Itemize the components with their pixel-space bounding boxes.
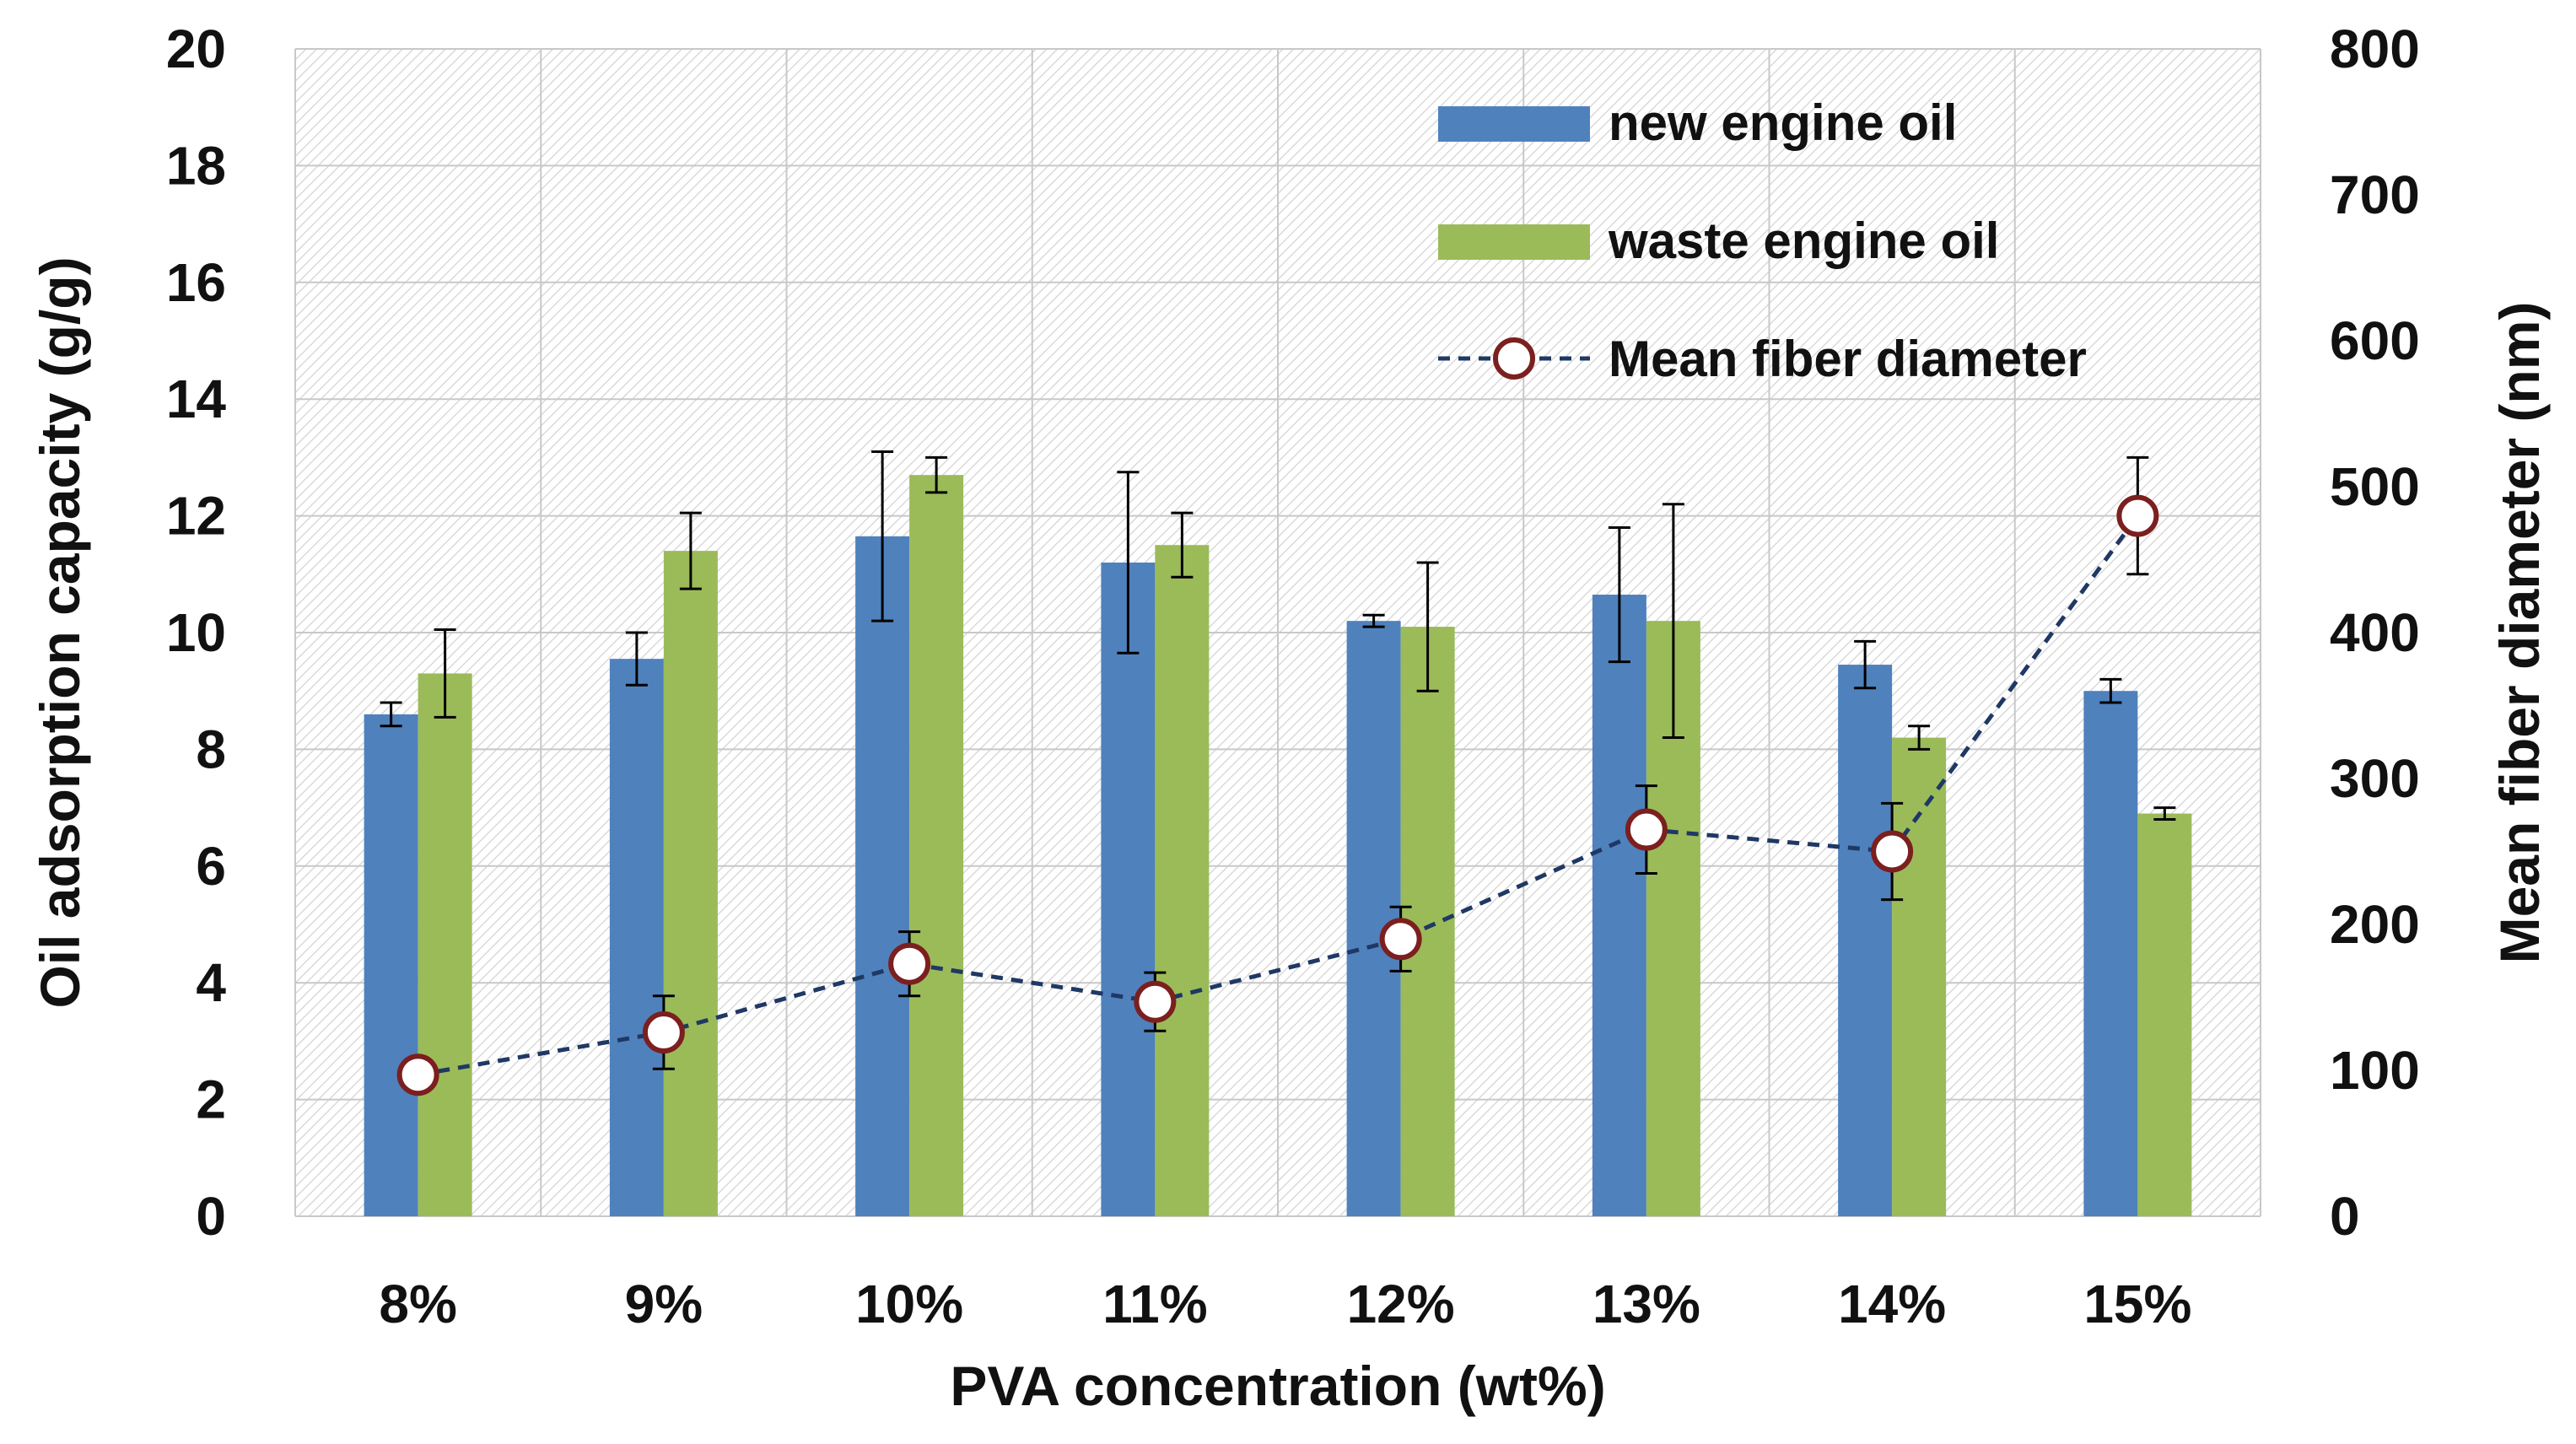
y-tick-label: 14	[166, 369, 227, 429]
bar-new-engine-oil-9%	[609, 659, 664, 1216]
x-tick-label: 8%	[379, 1274, 457, 1334]
legend-label-mean-fiber-diameter: Mean fiber diameter	[1609, 331, 2087, 387]
bar-waste-engine-oil-9%	[663, 551, 718, 1216]
bar-waste-engine-oil-15%	[2137, 813, 2192, 1216]
y-tick-label: 4	[196, 952, 226, 1013]
bar-new-engine-oil-15%	[2083, 691, 2138, 1216]
y2-tick-label: 700	[2330, 164, 2420, 225]
bar-waste-engine-oil-14%	[1892, 737, 1947, 1216]
bar-new-engine-oil-10%	[855, 536, 910, 1216]
fiber-diameter-polyline	[418, 515, 2140, 1077]
y-tick-label: 10	[166, 602, 226, 663]
y-tick-label: 0	[196, 1186, 226, 1247]
y-axis-title: Oil adsorption capacity (g/g)	[29, 256, 91, 1008]
bar-waste-engine-oil-8%	[418, 673, 472, 1216]
y-tick-label: 16	[166, 252, 226, 313]
fiber-diameter-point-8%	[396, 1053, 439, 1096]
legend-label-waste-engine-oil: waste engine oil	[1608, 213, 1999, 269]
bar-new-engine-oil-14%	[1838, 665, 1893, 1216]
legend-swatch-new-engine-oil	[1438, 106, 1590, 142]
y2-tick-label: 500	[2330, 456, 2420, 517]
y2-tick-label: 0	[2330, 1186, 2360, 1247]
x-tick-label: 11%	[1102, 1274, 1208, 1334]
x-tick-label: 12%	[1347, 1274, 1455, 1334]
bar-waste-engine-oil-10%	[909, 475, 964, 1216]
fiber-diameter-point-15%	[2116, 494, 2159, 537]
y-tick-label: 8	[196, 719, 226, 779]
fiber-diameter-point-11%	[1134, 980, 1177, 1023]
x-tick-label: 9%	[625, 1274, 703, 1334]
y2-axis-title: Mean fiber diameter (nm)	[2488, 302, 2551, 964]
y2-tick-label: 300	[2330, 748, 2420, 809]
bar-new-engine-oil-8%	[364, 714, 418, 1216]
x-tick-label: 14%	[1838, 1274, 1946, 1334]
x-tick-label: 13%	[1592, 1274, 1700, 1334]
bar-new-engine-oil-11%	[1101, 562, 1156, 1216]
fiber-diameter-point-14%	[1871, 830, 1914, 873]
fiber-diameter-point-13%	[1625, 808, 1668, 851]
bar-waste-engine-oil-11%	[1155, 545, 1210, 1216]
bars	[364, 450, 2192, 1216]
bar-new-engine-oil-12%	[1346, 621, 1401, 1216]
bar-new-engine-oil-13%	[1592, 595, 1646, 1216]
fiber-diameter-point-12%	[1379, 918, 1422, 961]
y2-tick-label: 400	[2330, 602, 2420, 663]
y-tick-label: 18	[166, 135, 226, 196]
x-axis-title: PVA concentration (wt%)	[950, 1355, 1605, 1417]
y2-tick-label: 200	[2330, 894, 2420, 955]
fiber-diameter-point-10%	[888, 942, 931, 985]
axes: 0246810121416182001002003004005006007008…	[166, 19, 2420, 1334]
legend: new engine oil waste engine oil Mean fib…	[1438, 94, 2087, 387]
legend-label-new-engine-oil: new engine oil	[1609, 94, 1957, 151]
x-tick-label: 15%	[2083, 1274, 2191, 1334]
legend-swatch-waste-engine-oil	[1438, 224, 1590, 260]
legend-marker-mean-fiber-diameter	[1493, 337, 1535, 380]
y2-tick-label: 800	[2330, 19, 2420, 79]
y-tick-label: 6	[196, 836, 226, 897]
x-tick-label: 10%	[855, 1274, 963, 1334]
y-tick-label: 20	[166, 19, 226, 79]
fiber-diameter-point-9%	[642, 1011, 685, 1054]
y2-tick-label: 100	[2330, 1040, 2420, 1101]
y-tick-label: 2	[196, 1070, 226, 1130]
y-tick-label: 12	[166, 486, 226, 547]
fiber-diameter-line	[396, 455, 2159, 1096]
y2-tick-label: 600	[2330, 310, 2420, 371]
